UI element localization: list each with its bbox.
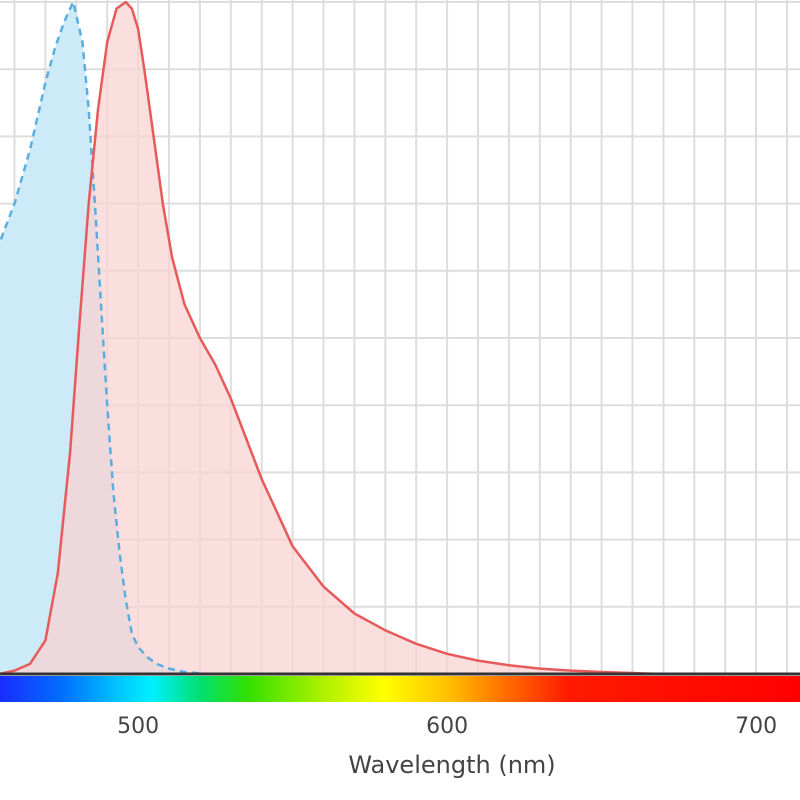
series-1-line [0, 0, 664, 676]
series-0-line [0, 0, 207, 676]
series-1-area [0, 2, 664, 674]
x-tick-label: 700 [735, 714, 777, 739]
x-tick-label: 600 [426, 714, 468, 739]
x-tick-labels: 500 600 700 [117, 714, 777, 739]
series-layer [0, 0, 664, 676]
x-tick-label: 500 [117, 714, 159, 739]
x-axis-title: Wavelength (nm) [348, 751, 555, 779]
spectrum-colorbar [0, 676, 800, 702]
